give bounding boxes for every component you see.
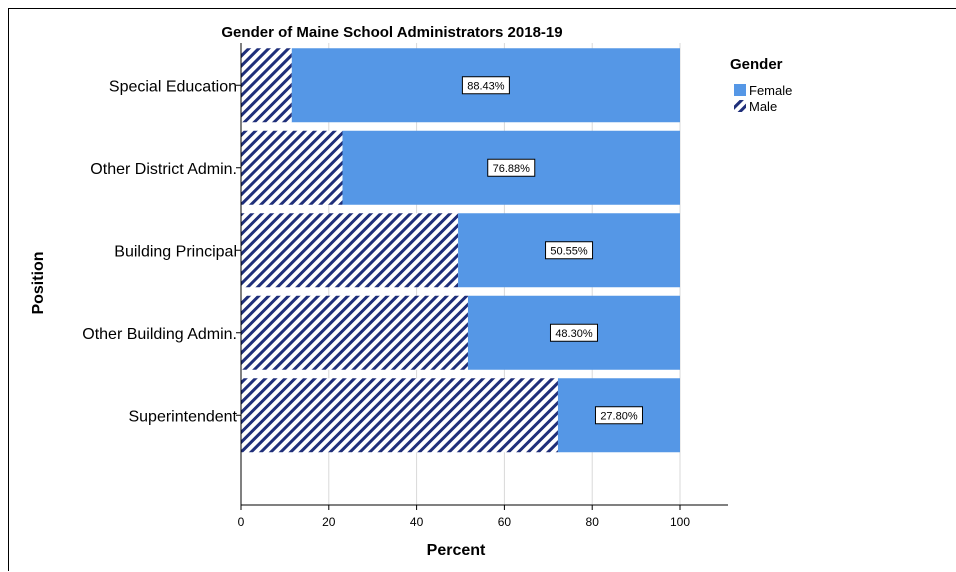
axes	[236, 43, 728, 510]
data-label-box-4	[594, 406, 643, 425]
x-tick-label-100: 100	[670, 515, 690, 529]
labels: 0 20 40 60 80 100 Special Education 88.43% Other…	[82, 76, 690, 529]
legend: Gender Female Male	[730, 56, 792, 114]
bars	[241, 48, 680, 453]
data-label-box-1	[487, 158, 536, 177]
x-tick-label-0: 0	[238, 515, 245, 529]
data-label-4: 27.80%	[600, 410, 638, 422]
bar-male-2	[241, 213, 459, 288]
x-tick-label-40: 40	[410, 515, 424, 529]
data-label-0: 88.43%	[467, 80, 505, 92]
y-axis-title: Position	[30, 251, 47, 314]
y-category-label-0: Special Education	[109, 78, 237, 95]
bar-chart: 0 20 40 60 80 100 Special Education 88.43% Other…	[30, 24, 792, 559]
bar-male-4	[241, 378, 558, 453]
y-category-label-3: Other Building Admin.	[82, 326, 237, 343]
bar-male-1	[241, 130, 343, 205]
x-tick-label-60: 60	[498, 515, 512, 529]
legend-swatch-female	[734, 84, 746, 96]
legend-swatch-male	[734, 100, 746, 112]
y-category-label-4: Superintendent	[128, 408, 237, 425]
data-label-box-2	[545, 241, 594, 260]
data-label-box-0	[461, 76, 510, 95]
x-tick-label-80: 80	[586, 515, 600, 529]
x-axis-title: Percent	[427, 542, 486, 559]
data-label-1: 76.88%	[493, 163, 531, 175]
bar-male-0	[241, 48, 292, 123]
data-label-box-3	[549, 323, 598, 342]
x-tick-label-20: 20	[322, 515, 336, 529]
chart-title: Gender of Maine School Administrators 20…	[221, 24, 562, 41]
y-category-label-1: Other District Admin.	[90, 161, 237, 178]
data-label-2: 50.55%	[550, 245, 588, 257]
y-category-label-2: Building Principal	[114, 243, 237, 260]
data-label-3: 48.30%	[555, 328, 593, 340]
bar-male-3	[241, 295, 468, 370]
legend-title: Gender	[730, 56, 783, 73]
legend-label-male: Male	[749, 99, 777, 114]
chart-frame: 0 20 40 60 80 100 Special Education 88.43% Other…	[8, 8, 956, 571]
legend-label-female: Female	[749, 83, 792, 98]
